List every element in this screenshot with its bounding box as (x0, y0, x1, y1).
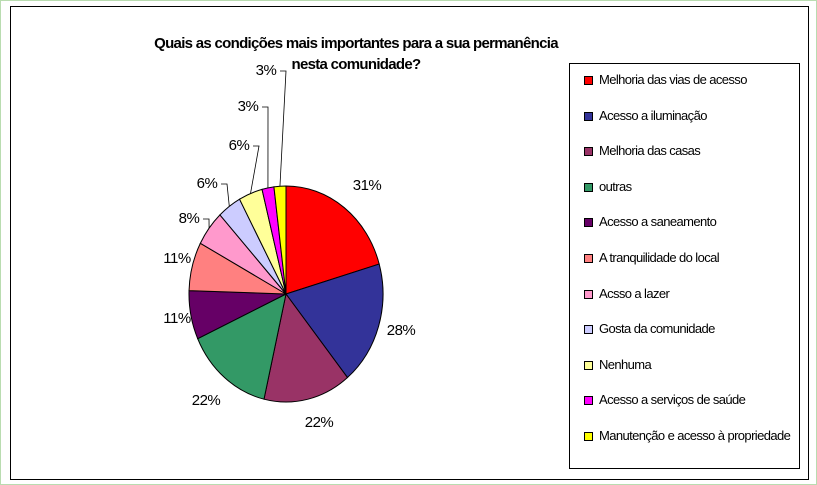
legend-item: outras (584, 177, 799, 213)
legend-item: Melhoria das casas (584, 141, 799, 177)
pie-slice (285, 185, 380, 295)
legend-item: Gosta da comunidade (584, 319, 799, 355)
legend-item: Acesso a iluminação (584, 106, 799, 142)
legend-label: Acesso a serviços de saúde (599, 392, 746, 408)
legend-swatch (584, 182, 593, 192)
data-label: 6% (197, 175, 218, 192)
legend-label: Acsso a lazer (599, 285, 670, 301)
data-label: 22% (192, 392, 221, 409)
legend-swatch (584, 111, 593, 121)
legend-label: Melhoria das casas (599, 143, 701, 159)
legend-swatch (584, 431, 593, 441)
data-label: 31% (353, 177, 382, 194)
chart-title: Quais as condições mais importantes para… (154, 35, 558, 73)
pie-slice (197, 293, 287, 400)
data-label: 28% (387, 322, 416, 339)
leader-line (203, 218, 210, 229)
legend-item: Nenhuma (584, 355, 799, 391)
legend-swatch (584, 289, 593, 299)
data-label: 11% (163, 310, 191, 327)
data-label: 3% (256, 62, 277, 79)
legend-swatch (584, 76, 593, 85)
data-label: 11% (163, 250, 191, 267)
legend-label: Acesso a iluminação (599, 107, 707, 123)
legend-item: Acesso a serviços de saúde (584, 390, 799, 426)
legend-label: Manutenção e acesso à propriedade (599, 427, 791, 443)
legend-item: A tranquilidade do local (584, 248, 799, 284)
legend-item: Acesso a saneamento (584, 212, 799, 248)
legend-label: Nenhuma (599, 356, 652, 372)
pie-slice (263, 292, 349, 403)
leader-line (262, 106, 269, 188)
data-label: 22% (305, 414, 334, 431)
legend-swatch (584, 253, 593, 263)
legend-label: Melhoria das vias de acesso (599, 72, 747, 87)
chart-area (10, 6, 809, 480)
legend-swatch (584, 147, 593, 157)
legend-swatch (584, 396, 593, 406)
pie-slice (285, 263, 384, 379)
data-label: 8% (179, 210, 200, 227)
data-label: 3% (238, 98, 259, 115)
legend-item: Acsso a lazer (584, 284, 799, 320)
legend-label: Acesso a saneamento (599, 214, 717, 230)
leader-line (279, 70, 287, 187)
legend-label: outras (599, 178, 632, 194)
leader-line (250, 145, 260, 194)
legend-swatch (584, 360, 593, 370)
legend-swatch (584, 218, 593, 228)
data-label: 6% (229, 137, 250, 154)
legend-item: Melhoria das vias de acesso (584, 70, 799, 106)
legend-swatch (584, 325, 593, 335)
legend-label: A tranquilidade do local (599, 249, 720, 265)
leader-line (221, 183, 230, 207)
legend: Melhoria das vias de acesso Acesso a ilum… (569, 63, 800, 469)
legend-item: Manutenção e acesso à propriedade (584, 426, 799, 462)
legend-label: Gosta da comunidade (599, 321, 715, 337)
